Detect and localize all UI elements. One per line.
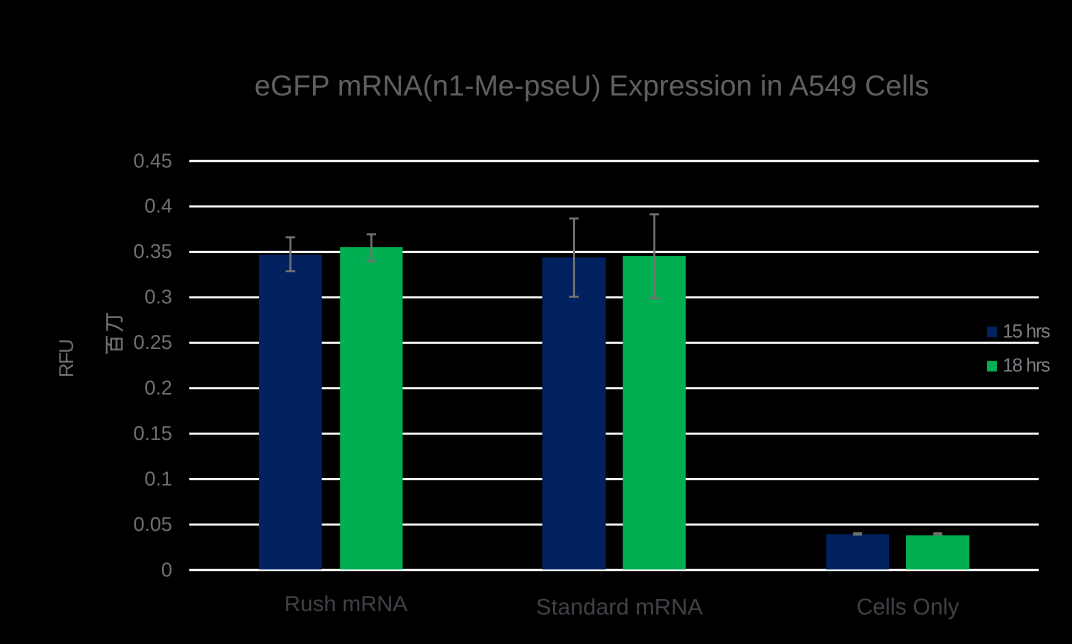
svg-text:15 hrs: 15 hrs [1003, 321, 1050, 342]
svg-text:Standard mRNA: Standard mRNA [536, 595, 703, 620]
svg-text:0.45: 0.45 [133, 150, 172, 172]
svg-text:Cells Only: Cells Only [856, 594, 959, 620]
svg-text:0.05: 0.05 [133, 514, 172, 536]
svg-text:0.4: 0.4 [144, 196, 172, 218]
svg-text:0.25: 0.25 [133, 332, 172, 354]
svg-text:0.2: 0.2 [144, 378, 172, 400]
svg-text:0.1: 0.1 [144, 468, 172, 490]
svg-text:0: 0 [161, 559, 172, 581]
svg-text:eGFP mRNA(n1-Me-pseU) Expressi: eGFP mRNA(n1-Me-pseU) Expression in A549… [254, 71, 929, 103]
svg-text:18 hrs: 18 hrs [1003, 356, 1050, 377]
svg-text:Rush mRNA: Rush mRNA [284, 592, 408, 616]
svg-text:0.15: 0.15 [133, 423, 172, 445]
svg-text:0.35: 0.35 [133, 241, 172, 263]
svg-text:0.3: 0.3 [144, 287, 172, 309]
svg-text:RFU: RFU [56, 340, 78, 378]
